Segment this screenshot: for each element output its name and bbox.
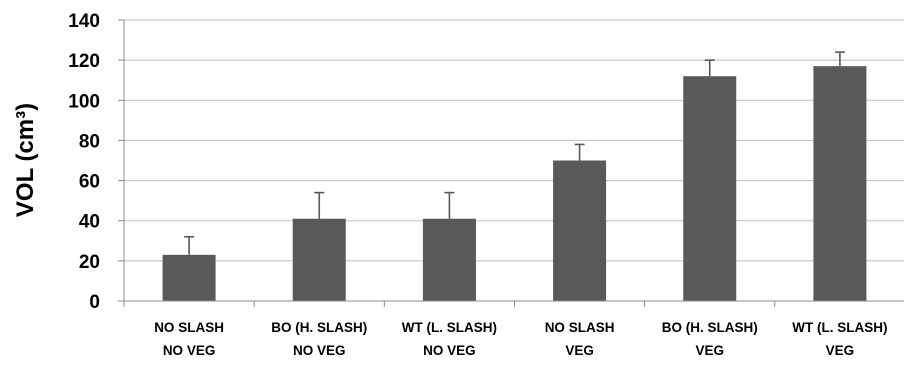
y-tick-label: 120 xyxy=(68,51,100,72)
x-tick-label-line: NO VEG xyxy=(423,343,476,358)
y-tick-label: 20 xyxy=(79,252,100,273)
bar xyxy=(683,76,737,301)
x-tick-label: BO (H. SLASH) VEG xyxy=(662,320,758,358)
bar xyxy=(162,254,216,301)
y-tick-label: 0 xyxy=(89,292,100,313)
y-tick-label: 80 xyxy=(79,131,100,152)
x-tick-label-line: VEG xyxy=(826,343,855,358)
x-tick-label-line: NO SLASH xyxy=(545,320,615,335)
x-tick-label-line: WT (L. SLASH) xyxy=(792,320,887,335)
bars xyxy=(162,66,867,302)
x-tick-label-line: NO VEG xyxy=(163,343,216,358)
y-tick-label: 140 xyxy=(68,11,100,32)
x-tick-label-line: VEG xyxy=(695,343,724,358)
x-tick-label-line: BO (H. SLASH) xyxy=(271,320,367,335)
error-bars xyxy=(184,51,845,255)
x-tick-label-line: NO SLASH xyxy=(154,320,224,335)
x-tick-label-line: NO VEG xyxy=(293,343,346,358)
x-tick-label: NO SLASH NO VEG xyxy=(154,320,224,358)
bar xyxy=(422,218,476,301)
y-tick-label: 100 xyxy=(68,91,100,112)
x-tick-label-line: VEG xyxy=(565,343,594,358)
y-tick-labels: 0 20 40 60 80 100 120 140 xyxy=(68,11,100,313)
y-tick-label: 60 xyxy=(79,172,100,193)
y-axis-label: VOL (cm³) xyxy=(12,103,39,217)
x-tick-label-line: BO (H. SLASH) xyxy=(662,320,758,335)
gridlines xyxy=(124,19,904,262)
x-tick-label: NO SLASH VEG xyxy=(545,320,615,358)
x-tick-label: WT (L. SLASH) VEG xyxy=(792,320,887,358)
axes xyxy=(118,19,904,307)
x-tick-label: WT (L. SLASH) NO VEG xyxy=(402,320,497,358)
bar xyxy=(553,160,607,301)
bar xyxy=(292,218,346,301)
x-tick-label-line: WT (L. SLASH) xyxy=(402,320,497,335)
y-tick-label: 40 xyxy=(79,212,100,233)
x-tick-label: BO (H. SLASH) NO VEG xyxy=(271,320,367,358)
bar xyxy=(813,66,867,302)
